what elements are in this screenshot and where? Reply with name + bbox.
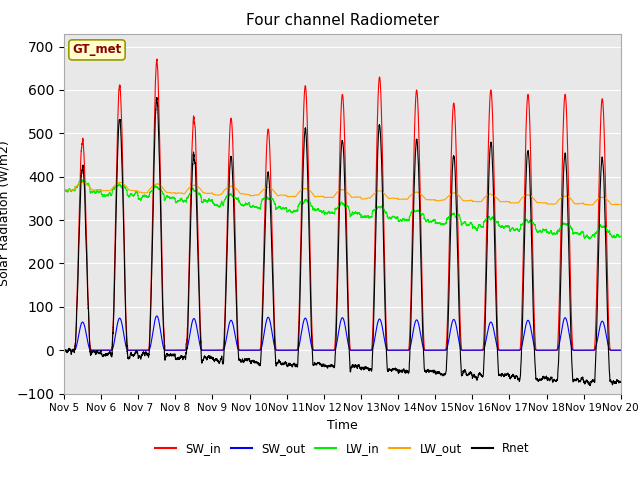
SW_in <box>467 348 475 353</box>
Rnet <box>467 370 475 376</box>
LW_out <box>79 179 86 185</box>
Title: Four channel Radiometer: Four channel Radiometer <box>246 13 439 28</box>
Line: SW_in: SW_in <box>64 59 621 350</box>
Y-axis label: Solar Radiation (W/m2): Solar Radiation (W/m2) <box>0 141 11 287</box>
Rnet <box>594 294 602 300</box>
Line: SW_out: SW_out <box>64 316 621 350</box>
SW_in <box>617 348 625 353</box>
LW_in <box>586 236 593 242</box>
SW_out <box>594 337 602 343</box>
SW_out <box>324 348 332 353</box>
LW_out <box>324 194 332 200</box>
LW_out <box>586 202 594 208</box>
Rnet <box>324 365 332 371</box>
LW_in <box>324 211 332 216</box>
Rnet <box>586 383 594 388</box>
SW_out <box>153 313 161 319</box>
LW_out <box>594 196 602 202</box>
LW_out <box>467 197 475 203</box>
Rnet <box>587 381 595 387</box>
LW_out <box>250 192 257 198</box>
SW_in <box>60 348 68 353</box>
SW_out <box>587 348 595 353</box>
SW_in <box>153 56 161 62</box>
Rnet <box>483 256 491 262</box>
SW_out <box>467 348 475 353</box>
SW_in <box>594 256 602 262</box>
Rnet <box>153 95 161 100</box>
LW_out <box>587 202 595 208</box>
SW_out <box>483 334 491 339</box>
LW_in <box>594 228 602 233</box>
LW_in <box>587 235 595 241</box>
SW_out <box>617 348 625 353</box>
LW_out <box>617 202 625 207</box>
SW_out <box>250 348 257 353</box>
LW_in <box>467 220 475 226</box>
SW_in <box>250 348 257 353</box>
SW_in <box>587 348 595 353</box>
LW_in <box>483 215 491 221</box>
SW_out <box>60 348 68 353</box>
LW_in <box>250 203 257 208</box>
Line: LW_in: LW_in <box>64 180 621 239</box>
Rnet <box>250 358 257 363</box>
Line: LW_out: LW_out <box>64 182 621 205</box>
Line: Rnet: Rnet <box>64 97 621 385</box>
SW_in <box>324 348 332 353</box>
LW_in <box>79 177 86 183</box>
Legend: SW_in, SW_out, LW_in, LW_out, Rnet: SW_in, SW_out, LW_in, LW_out, Rnet <box>150 437 534 460</box>
LW_out <box>483 192 491 198</box>
LW_out <box>60 187 68 193</box>
Rnet <box>60 348 68 354</box>
Text: GT_met: GT_met <box>72 43 122 56</box>
LW_in <box>617 233 625 239</box>
LW_in <box>60 188 68 193</box>
SW_in <box>483 219 491 225</box>
X-axis label: Time: Time <box>327 419 358 432</box>
Rnet <box>617 379 625 384</box>
